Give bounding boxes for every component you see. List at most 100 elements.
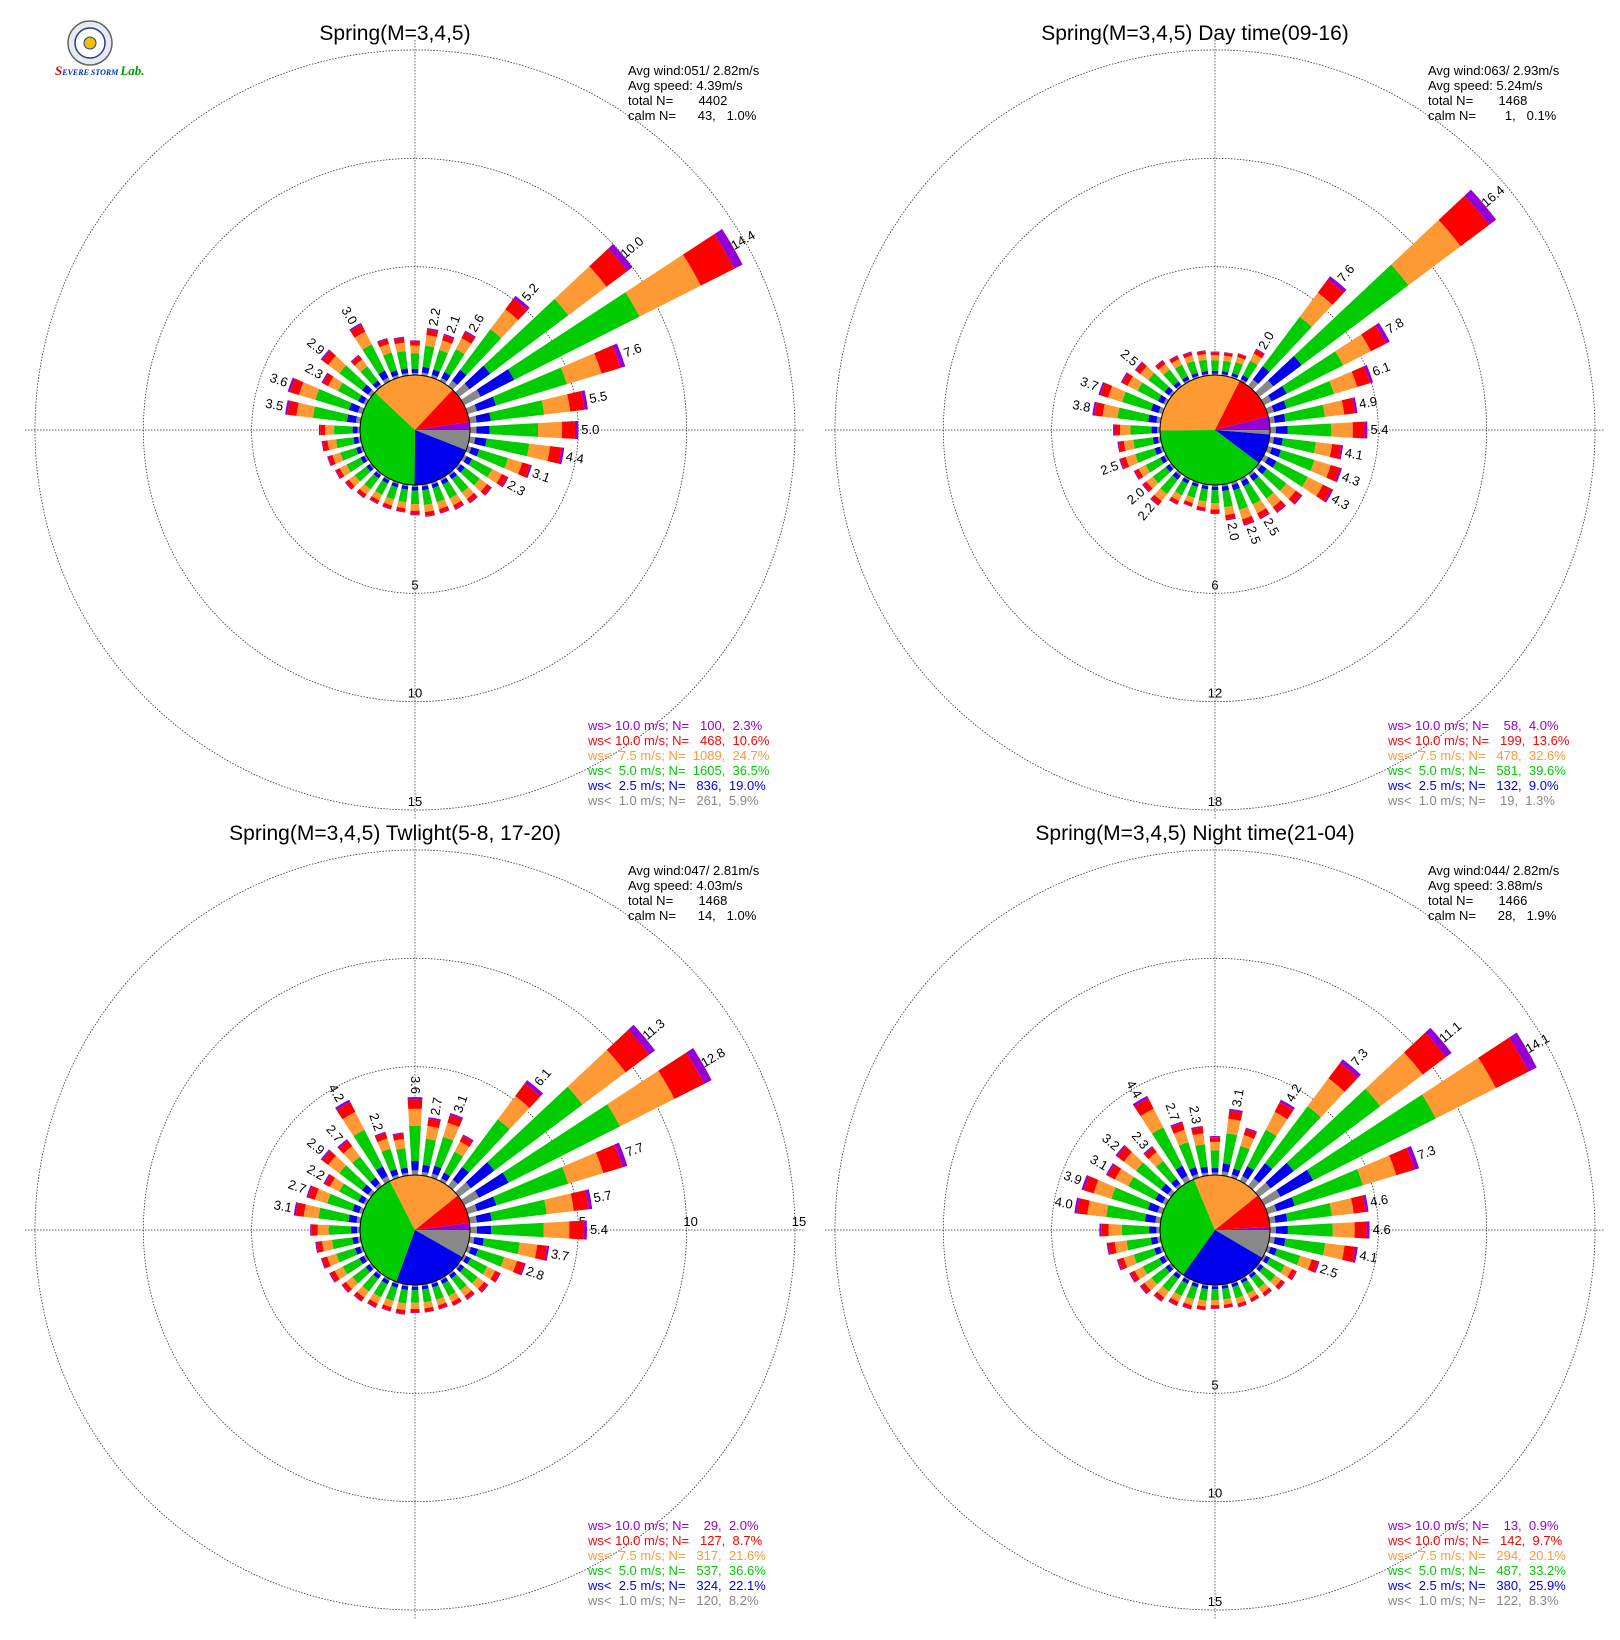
bar-segment [475, 412, 491, 423]
direction-bar-160: 2.5 [1230, 480, 1264, 546]
bar-segment [1191, 481, 1199, 488]
bar-segment [476, 369, 515, 397]
bar-segment [1243, 1129, 1257, 1139]
bar-label: 2.3 [1129, 1128, 1152, 1151]
bar-segment [285, 400, 290, 415]
bar-segment [451, 369, 467, 385]
bar-segment [331, 1237, 354, 1250]
direction-bar-90: 5.0 [469, 420, 599, 440]
ring-label: 6 [1211, 577, 1218, 592]
bar-segment [1210, 1307, 1220, 1309]
bar-segment [342, 1258, 363, 1275]
bar-segment [1209, 1136, 1221, 1138]
bar-segment [1150, 498, 1159, 506]
bar-segment [318, 1207, 350, 1223]
bar-segment [352, 1204, 362, 1214]
bar-segment [1157, 394, 1167, 404]
bar-segment [1184, 355, 1195, 364]
bar-segment [460, 329, 502, 376]
bar-segment [444, 349, 465, 376]
bar-segment [454, 1141, 470, 1157]
direction-bar-230 [341, 1262, 375, 1293]
bar-segment [339, 464, 351, 477]
bar-segment [341, 1284, 349, 1293]
bar-segment [1233, 488, 1248, 510]
bar-segment [321, 440, 325, 452]
ring-label: 10 [408, 686, 422, 701]
direction-bar-270 [318, 424, 361, 436]
direction-bar-10 [1221, 352, 1233, 377]
bar-segment [1093, 1180, 1116, 1199]
direction-bar-130 [1255, 462, 1303, 505]
bar-segment [456, 464, 465, 473]
bar-segment [377, 337, 388, 343]
bar-segment [439, 1276, 447, 1281]
bar-segment [342, 1281, 353, 1293]
bar-segment [431, 369, 440, 377]
bar-segment [410, 345, 420, 354]
bar-segment [574, 420, 579, 440]
ring-label: 18 [1208, 794, 1222, 809]
bar-segment [482, 1238, 520, 1255]
bar-segment [1211, 1172, 1219, 1176]
bar-segment [400, 368, 409, 375]
bar-segment [608, 244, 633, 272]
bar-segment [1317, 279, 1344, 305]
logo-text: SEVERE STORM Lab. [55, 63, 145, 78]
bar-segment [461, 1254, 467, 1262]
bar-segment [1182, 477, 1190, 484]
direction-bar-190 [1196, 483, 1209, 512]
bar-segment [411, 486, 419, 491]
direction-bar-140 [1247, 1270, 1272, 1297]
bar-segment [518, 462, 531, 478]
bar-segment [392, 1133, 405, 1141]
bar-segment [476, 425, 490, 435]
bar-segment [1134, 361, 1143, 371]
bar-label: 4.3 [1329, 491, 1352, 513]
bar-segment [369, 462, 375, 469]
bar-segment [541, 394, 571, 415]
pie-slice [415, 389, 470, 430]
bar-segment [1196, 1308, 1206, 1311]
bar-segment [463, 1255, 471, 1265]
bar-segment [1099, 1223, 1102, 1237]
bar-segment [1366, 1221, 1370, 1239]
bar-segment [328, 454, 336, 466]
bar-segment [607, 1070, 675, 1127]
bar-label: 3.9 [1062, 1168, 1084, 1188]
direction-bar-120 [1261, 1254, 1297, 1281]
direction-bar-320 [350, 354, 383, 390]
bar-segment [330, 1270, 340, 1282]
bar-segment [1140, 1282, 1151, 1294]
bar-segment [1120, 424, 1131, 436]
bar-segment [544, 1245, 550, 1261]
bar-segment [363, 398, 369, 406]
bar-segment [1201, 370, 1209, 375]
bar-label: 3.6 [408, 1076, 423, 1094]
bar-segment [320, 349, 331, 361]
bar-segment [1278, 1281, 1286, 1290]
bar-segment [422, 345, 435, 369]
bar-segment [1299, 292, 1333, 327]
bar-label: 2.8 [524, 1263, 546, 1283]
bar-segment [433, 349, 448, 372]
bar-segment [460, 467, 480, 486]
bar-segment [360, 455, 368, 464]
bar-segment [1224, 352, 1233, 355]
bar-segment [1230, 1174, 1238, 1180]
bar-segment [606, 1029, 650, 1073]
bar-segment [434, 1136, 454, 1169]
direction-bar-90: 4.6 [1269, 1221, 1391, 1239]
direction-bar-10: 2.2 [421, 307, 443, 377]
pie-outline [359, 374, 471, 486]
windrose-panel-1: 5 10 15 2.2 2.1 2.6 5.210.0 14.4 7.6 5.5 5.0 4.4 3.1… [25, 22, 805, 820]
bar-segment [456, 1264, 465, 1273]
bar-segment [1287, 1268, 1296, 1280]
bar-segment [400, 1167, 409, 1174]
info-avg-speed: Avg speed: 4.03m/s [628, 878, 743, 893]
bar-segment [1241, 1279, 1255, 1294]
direction-bar-220 [356, 470, 383, 499]
bar-label: 2.6 [465, 311, 487, 334]
bar-segment [342, 1111, 365, 1137]
bar-segment [339, 365, 367, 391]
